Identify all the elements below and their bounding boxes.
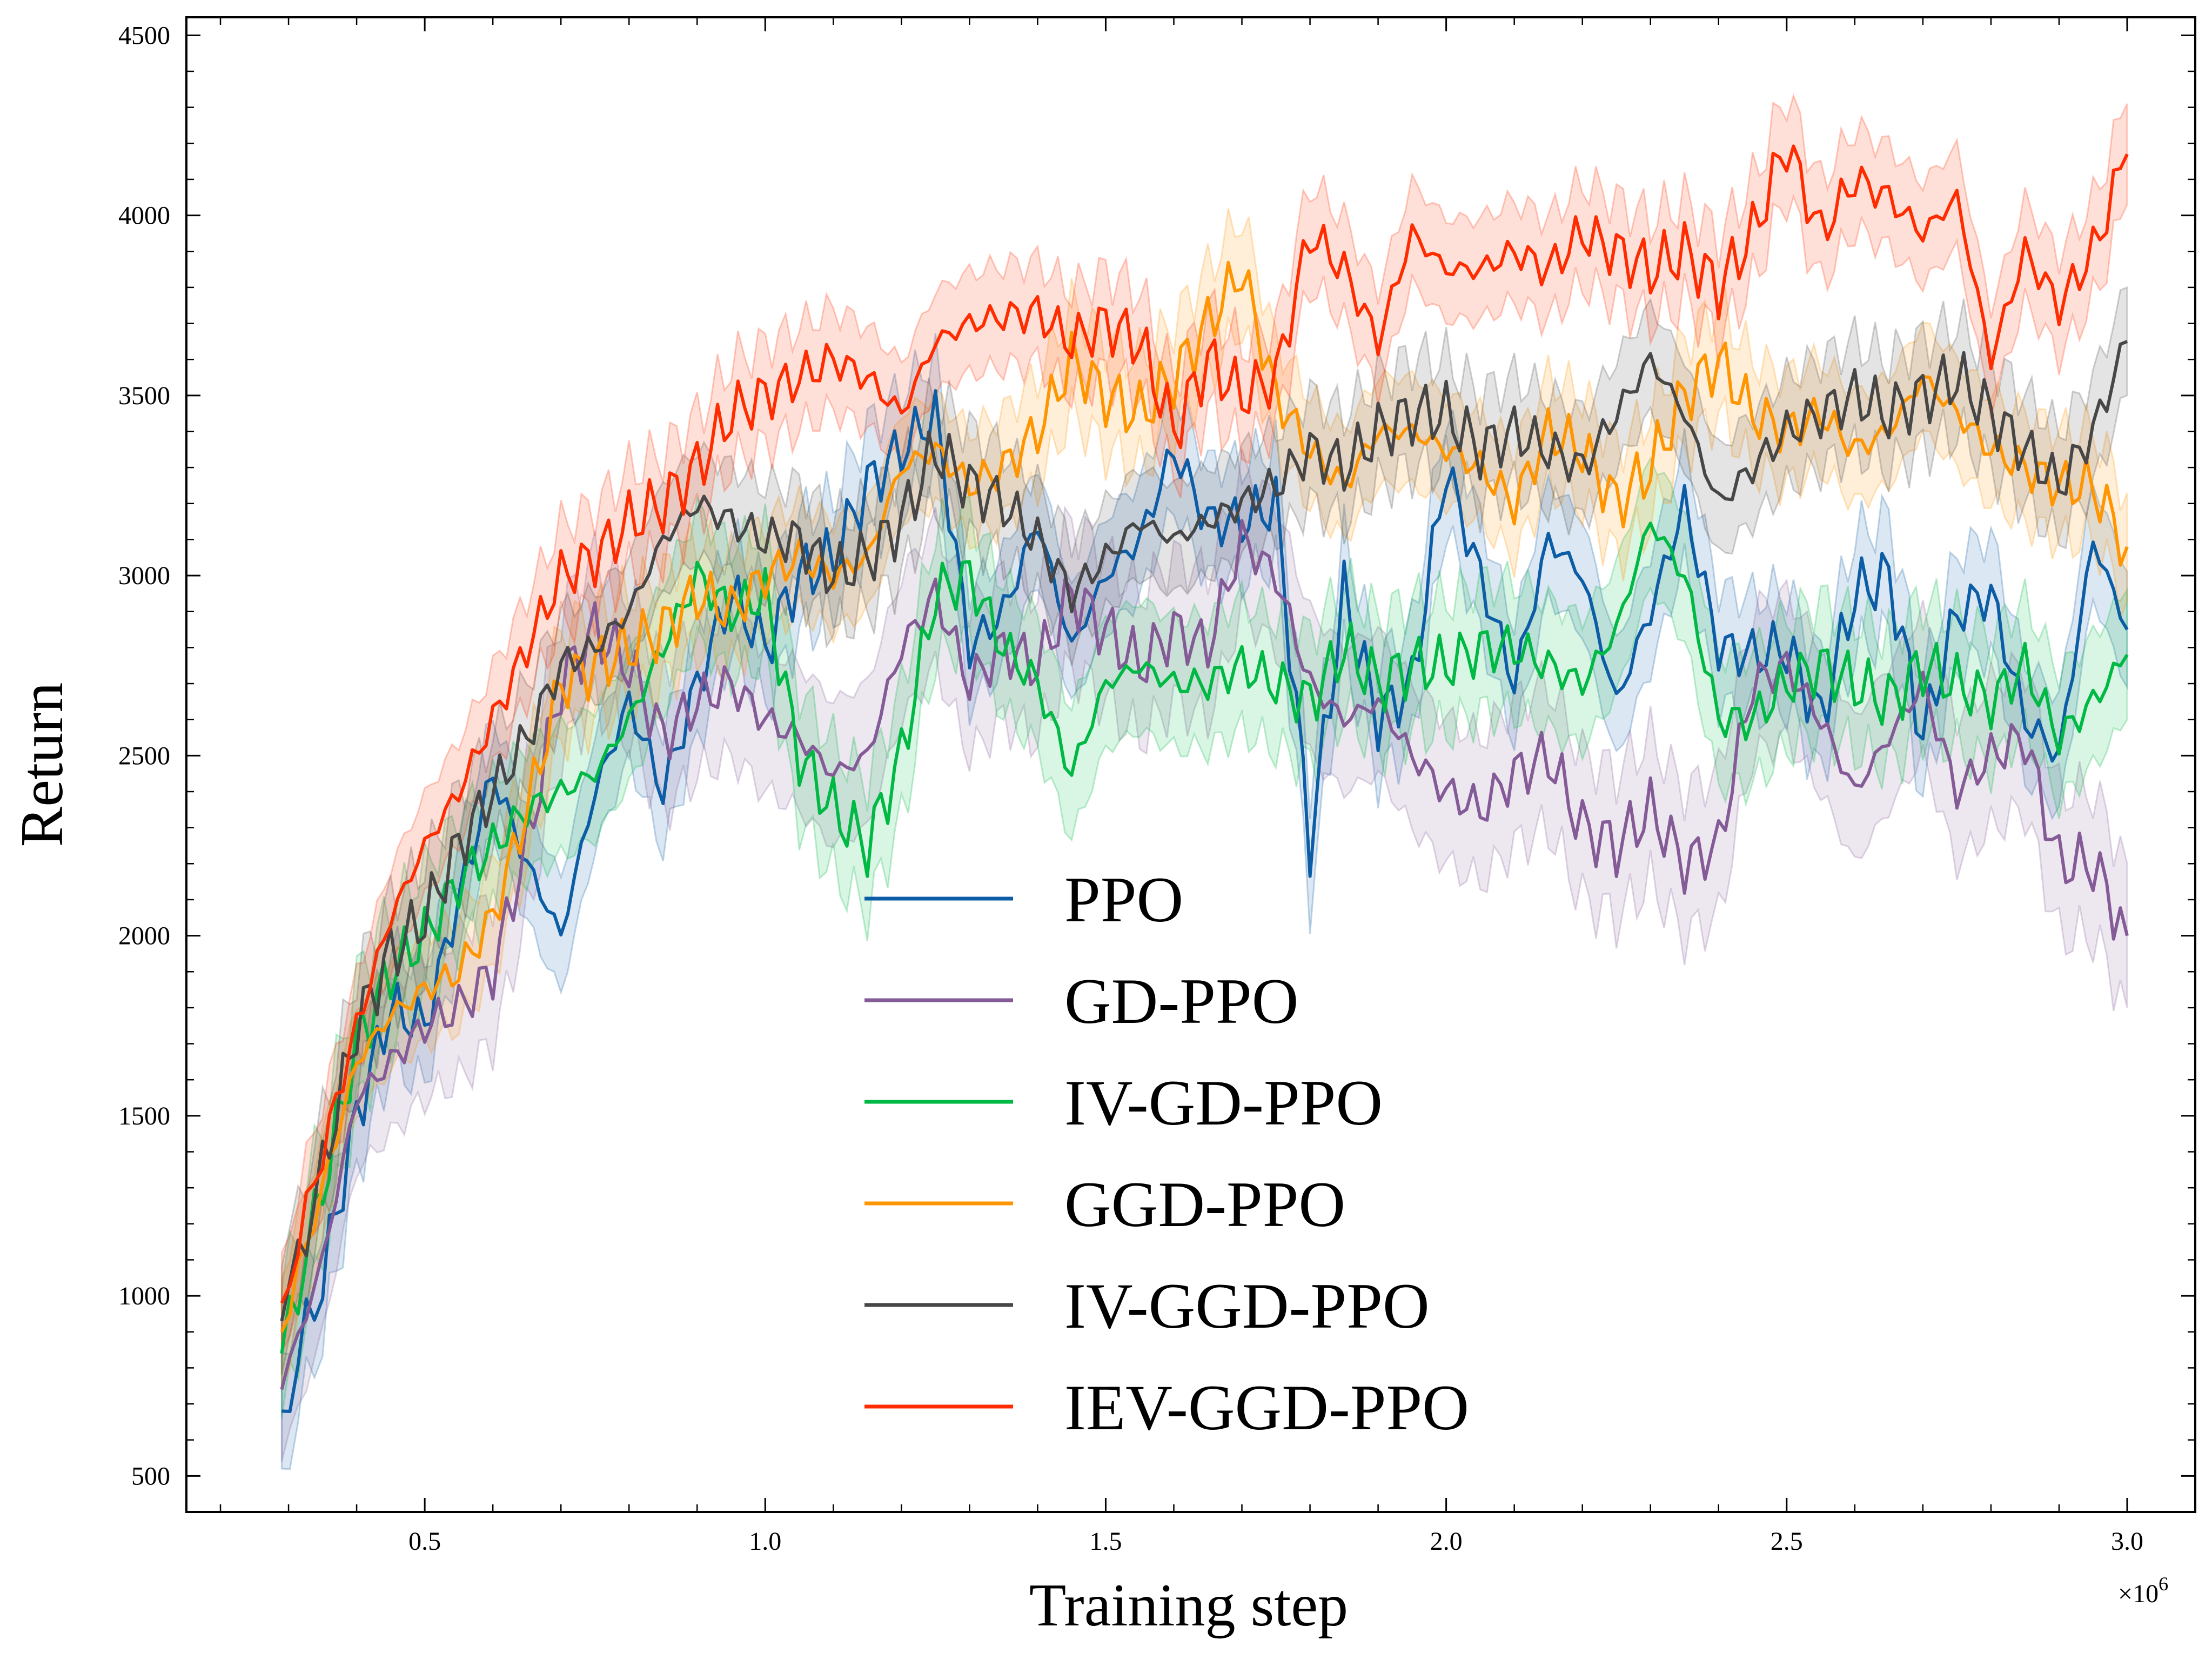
- legend-label-iv-gd-ppo: IV-GD-PPO: [1064, 1067, 1383, 1139]
- x-tick-label: 2.0: [1430, 1527, 1463, 1556]
- x-tick-label: 3.0: [2111, 1527, 2143, 1556]
- y-tick-label: 2000: [118, 922, 170, 951]
- line-iv-ggd-ppo: [280, 340, 2128, 1322]
- axis-ticks: [186, 17, 2196, 1512]
- series-lines: [280, 144, 2129, 1413]
- band-ggd-ppo: [280, 208, 2128, 1387]
- x-tick-label: 1.0: [749, 1527, 781, 1556]
- x-axis-multiplier: ×106: [2118, 1573, 2168, 1608]
- line-iv-gd-ppo: [280, 521, 2129, 1354]
- y-tick-label: 4000: [118, 202, 170, 230]
- band-iv-ggd-ppo: [280, 286, 2128, 1375]
- x-tick-label: 0.5: [408, 1527, 441, 1556]
- legend-label-ppo: PPO: [1064, 864, 1183, 935]
- legend-label-iev-ggd-ppo: IEV-GGD-PPO: [1064, 1371, 1469, 1443]
- line-gd-ppo: [280, 519, 2129, 1390]
- legend: PPO GD-PPO IV-GD-PPO GGD-PPO IV-GGD-PPO IEV-G…: [864, 864, 1469, 1443]
- y-axis-label: Return: [9, 682, 76, 847]
- legend-label-gd-ppo: GD-PPO: [1064, 965, 1298, 1037]
- x-axis-label: Training step: [1029, 1572, 1348, 1639]
- plot-frame: [185, 16, 2196, 1513]
- y-tick-label: 1000: [118, 1282, 170, 1310]
- line-ggd-ppo: [280, 260, 2129, 1333]
- y-tick-label: 3000: [118, 561, 170, 590]
- y-tick-label: 4500: [118, 21, 170, 50]
- x-tick-labels: 0.5 1.0 1.5 2.0 2.5 3.0: [408, 1527, 2143, 1556]
- y-tick-label: 3500: [118, 381, 170, 410]
- band-gd-ppo: [280, 448, 2128, 1462]
- x-tick-label: 2.5: [1771, 1527, 1803, 1556]
- x-tick-label: 1.5: [1089, 1527, 1122, 1556]
- line-iev-ggd-ppo: [280, 144, 2129, 1304]
- line-ppo: [281, 389, 2129, 1413]
- legend-label-iv-ggd-ppo: IV-GGD-PPO: [1064, 1270, 1430, 1342]
- y-tick-label: 1500: [118, 1102, 170, 1130]
- y-tick-label: 2500: [118, 741, 170, 770]
- y-tick-label: 500: [131, 1462, 170, 1490]
- legend-label-ggd-ppo: GGD-PPO: [1064, 1168, 1345, 1240]
- y-tick-labels: 500 1000 1500 2000 2500 3000 3500 4000 4500: [118, 21, 170, 1490]
